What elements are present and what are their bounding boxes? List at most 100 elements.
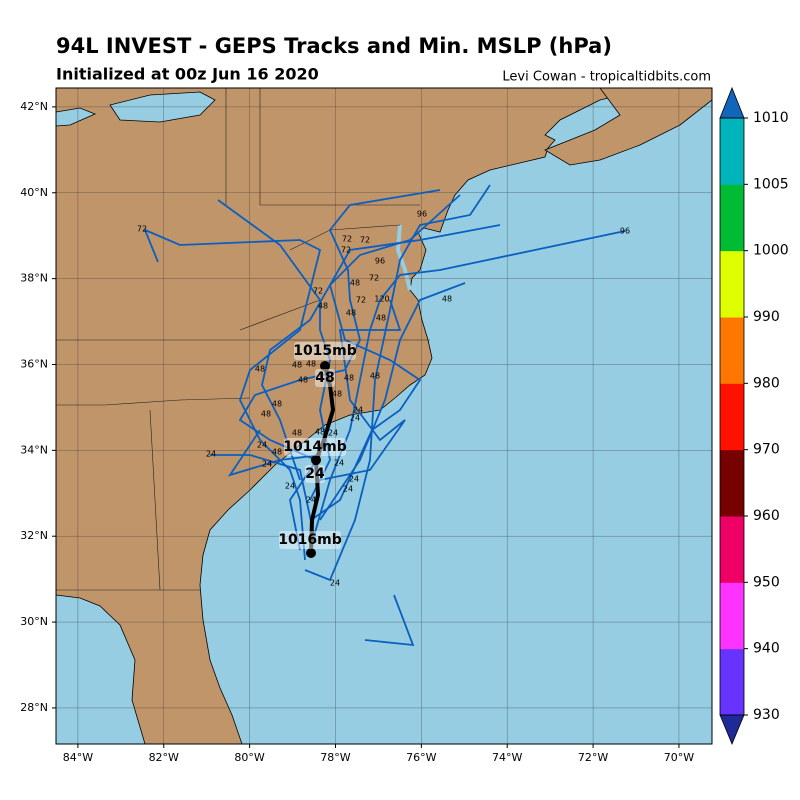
colorbar-tick-label: 950 [753,574,780,590]
colorbar: 930 940 950 960 970 980 990 1000 1005 1010 [719,86,789,746]
chesapeake-bay [395,224,412,291]
colorbar-tick-label: 960 [753,508,780,524]
colorbar-tick-label: 930 [753,707,780,723]
member-hour-label: 48 [376,314,386,323]
label-box [305,465,325,483]
label-box [294,342,356,360]
lat-tick-label: 32°N [20,529,48,542]
member-track [227,429,322,551]
member-hour-label: 24 [350,414,360,423]
member-hour-label: 48 [370,372,380,381]
member-hour-label: 96 [375,257,385,266]
colorbar-frame [719,117,745,716]
member-track [261,194,461,481]
lon-tick-label: 78°W [320,751,350,764]
member-track [304,184,491,582]
credit: Levi Cowan - tropicaltidbits.com [502,70,711,85]
member-hour-label: 48 [344,374,354,383]
member-hour-label: 24 [285,482,295,491]
label-box [279,531,341,549]
member-track [364,594,415,647]
member-track [310,224,501,521]
colorbar-bin [720,317,744,384]
graticule [56,88,712,744]
member-hour-label: 72 [360,236,370,245]
member-hour-label: 48 [315,428,325,437]
member-hour-label: 48 [306,360,316,369]
colorbar-bin [720,648,744,716]
member-hour-label: 24 [353,406,363,415]
colorbar-bin [720,383,744,451]
member-hour-label: 24 [257,441,267,450]
mean-track-label: 1015mb [293,343,357,359]
colorbar-bin [720,449,744,517]
member-track [238,189,441,461]
member-hour-label: 48 [292,361,302,370]
mean-track-label: 24 [305,466,325,482]
colorbar-tick-label: 970 [753,442,780,458]
colorbar-tick-label: 1010 [753,110,789,126]
member-hour-label: 24 [349,475,359,484]
member-hour-label: 48 [442,295,452,304]
colorbar-bin [720,250,744,318]
member-hour-label: 48 [332,390,342,399]
member-track [143,228,322,561]
member-hour-label: 24 [343,485,353,494]
member-hour-label: 72 [137,225,147,234]
lon-tick-label: 72°W [578,751,608,764]
lon-tick-label: 82°W [149,751,179,764]
colorbar-over [719,86,745,119]
member-hour-label: 72 [356,296,366,305]
member-hour-label: 96 [417,210,427,219]
nova-scotia [544,88,712,166]
member-hour-label: 48 [255,365,265,374]
member-hour-label: 96 [620,227,630,236]
axes: 84°W 82°W 80°W 78°W 76°W 74°W 72°W 70°W 28°N 30°N… [20,100,694,764]
colorbar-tick-label: 940 [753,641,780,657]
title: 94L INVEST - GEPS Tracks and Min. MSLP (… [56,34,612,58]
member-hour-label: 24 [262,460,272,469]
colorbar-bin [720,516,744,583]
member-track [217,199,331,501]
mean-track-label: 48 [315,370,334,386]
label-box [284,438,346,456]
member-hour-label: 72 [313,287,323,296]
member-hour-label: 48 [272,448,282,457]
colorbar-bin [720,118,744,185]
member-hour-label: 120 [374,295,389,304]
lat-tick-label: 30°N [20,615,48,628]
member-hour-label: 24 [334,459,344,468]
member-hour-label: 48 [272,400,282,409]
mean-track [309,365,336,554]
colorbar-bin [720,184,744,252]
mean-track-point [320,361,330,371]
member-hour-label: 48 [261,410,271,419]
lake-erie [56,107,97,127]
member-hour-label: 72 [369,274,379,283]
lat-tick-label: 38°N [20,272,48,285]
lon-tick-label: 74°W [492,751,522,764]
member-hour-label: 48 [346,309,356,318]
colorbar-under [719,714,745,746]
lat-tick-label: 36°N [20,357,48,370]
gulf [56,594,146,744]
member-hour-label: 48 [298,376,308,385]
member-hour-label: 24 [206,450,216,459]
lon-tick-label: 80°W [234,751,264,764]
lat-tick-label: 28°N [20,701,48,714]
lon-tick-label: 84°W [63,751,93,764]
member-hour-label: 24 [306,496,316,505]
member-hour-label: 48 [350,279,360,288]
member-hour-label: 24 [328,429,338,438]
member-hour-label: 24 [330,579,340,588]
subtitle: Initialized at 00z Jun 16 2020 [56,65,319,84]
colorbar-tick-label: 980 [753,375,780,391]
colorbar-tick-label: 1000 [753,243,789,259]
lat-tick-label: 40°N [20,186,48,199]
lat-tick-label: 34°N [20,443,48,456]
mean-track-label: 1014mb [283,439,347,455]
colorbar-tick-label: 1005 [753,176,789,192]
